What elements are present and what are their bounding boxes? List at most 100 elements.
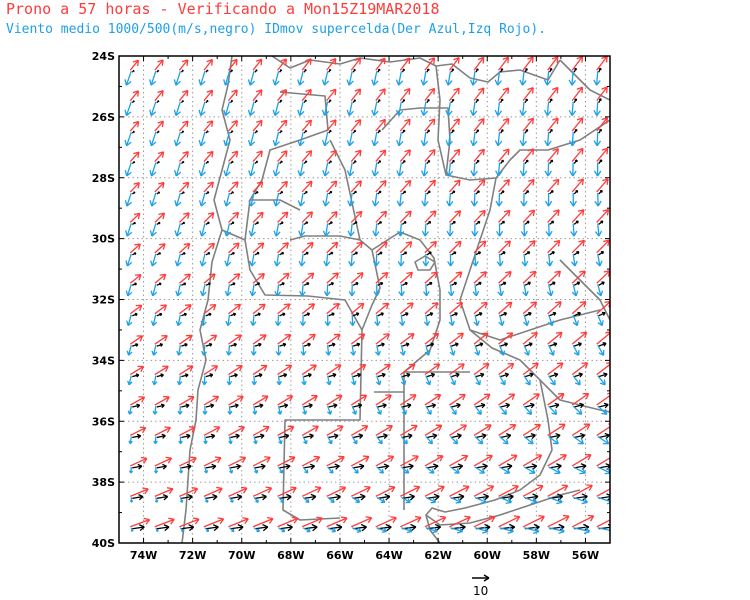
wind-arrow <box>470 192 479 207</box>
wind-arrow <box>303 282 310 286</box>
wind-arrow <box>328 463 340 470</box>
wind-arrow <box>125 253 133 267</box>
wind-arrow <box>450 129 455 134</box>
wind-arrow <box>129 273 142 284</box>
wind-arrow <box>571 239 586 254</box>
wind-arrow <box>426 493 440 501</box>
wind-arrow <box>250 314 257 327</box>
wind-arrow <box>154 90 164 102</box>
wind-arrow <box>154 466 159 474</box>
wind-arrow <box>598 432 610 440</box>
wind-arrow <box>574 402 585 409</box>
wind-arrow <box>328 312 335 317</box>
wind-arrow <box>301 394 318 406</box>
wind-arrow <box>376 496 386 504</box>
wind-arrow <box>181 252 186 256</box>
wind-arrow <box>498 179 510 193</box>
wind-arrow <box>326 149 337 162</box>
wind-arrow <box>175 284 182 297</box>
wind-arrow <box>174 192 182 207</box>
wind-arrow <box>500 251 506 256</box>
wind-arrow <box>351 527 362 533</box>
wind-arrow <box>475 281 482 286</box>
wind-arrow <box>423 284 430 297</box>
wind-arrow <box>400 515 422 528</box>
wind-arrow <box>524 129 529 134</box>
wind-arrow <box>252 58 263 71</box>
wind-arrow <box>395 101 404 117</box>
wind-arrow <box>499 496 512 504</box>
wind-arrow <box>297 131 305 147</box>
wind-arrow <box>445 71 453 86</box>
wind-arrow <box>181 433 191 439</box>
wind-arrow <box>303 372 312 378</box>
wind-arrow <box>204 527 210 533</box>
wind-arrow <box>372 223 380 237</box>
wind-arrow <box>350 149 362 162</box>
wind-arrow <box>279 282 285 286</box>
wind-arrow <box>230 312 237 317</box>
wind-arrow <box>524 220 530 225</box>
wind-arrow <box>400 405 407 415</box>
wind-arrow <box>597 527 610 535</box>
wind-arrow <box>568 71 577 86</box>
wind-arrow <box>544 162 552 177</box>
wind-arrow <box>274 284 282 297</box>
wind-arrow <box>377 403 387 409</box>
wind-arrow <box>248 223 256 237</box>
wind-arrow <box>377 99 381 104</box>
wind-arrow <box>448 240 462 254</box>
wind-arrow <box>524 311 532 317</box>
wind-arrow <box>252 334 267 345</box>
wind-arrow <box>375 424 393 437</box>
wind-arrow <box>223 71 231 86</box>
wind-arrow <box>447 284 455 297</box>
wind-arrow <box>597 405 608 415</box>
wind-arrow <box>498 375 506 386</box>
wind-arrow <box>248 162 256 177</box>
wind-arrow <box>546 253 554 267</box>
wind-arrow <box>399 149 411 162</box>
wind-arrow <box>596 453 610 467</box>
wind-arrow <box>129 182 140 193</box>
lat-label: 34S <box>92 354 115 367</box>
wind-arrow <box>350 333 366 345</box>
wind-arrow <box>401 190 407 195</box>
wind-arrow <box>426 129 430 134</box>
wind-arrow <box>401 160 406 164</box>
wind-arrow <box>151 375 158 386</box>
wind-arrow <box>374 314 381 327</box>
wind-arrow <box>401 527 413 534</box>
wind-arrow <box>573 372 583 378</box>
wind-arrow <box>473 515 496 528</box>
wind-arrow <box>521 253 529 267</box>
wind-arrow <box>350 425 369 437</box>
wind-arrow <box>301 364 317 376</box>
wind-arrow <box>426 433 438 439</box>
wind-arrow <box>178 59 189 71</box>
wind-arrow <box>571 209 585 223</box>
wind-arrow <box>572 344 580 356</box>
wind-arrow <box>422 253 430 267</box>
wind-arrow <box>399 57 411 71</box>
wind-arrow <box>547 514 570 528</box>
wind-arrow <box>445 101 453 116</box>
wind-arrow <box>279 433 290 439</box>
wind-arrow <box>350 516 373 528</box>
wind-arrow <box>572 375 581 386</box>
wind-arrow <box>424 363 441 376</box>
wind-arrow <box>500 220 506 225</box>
wind-arrow <box>279 403 289 409</box>
wind-arrow <box>203 303 217 315</box>
wind-arrow <box>448 179 461 193</box>
reference-vector: 10 <box>472 574 490 598</box>
wind-arrow <box>249 284 257 297</box>
wind-arrow <box>230 191 234 195</box>
wind-arrow <box>451 463 464 470</box>
wind-arrow <box>352 312 360 317</box>
wind-arrow <box>548 435 559 445</box>
wind-arrow <box>593 101 601 116</box>
wind-arrow <box>450 68 455 73</box>
wind-arrow <box>230 221 235 225</box>
wind-arrow <box>248 192 256 207</box>
